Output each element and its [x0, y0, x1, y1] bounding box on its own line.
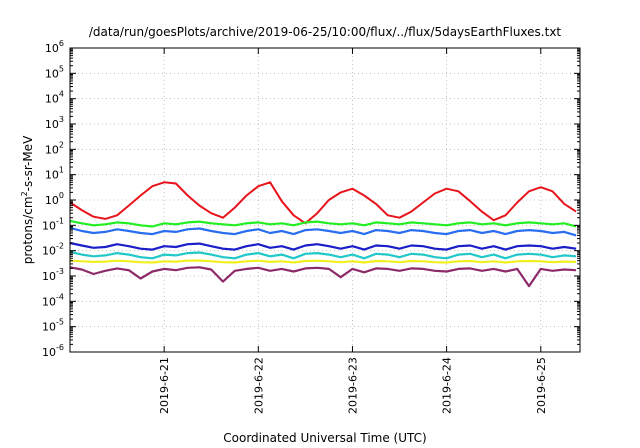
- x-tick-label: 2019-6-21: [158, 357, 171, 414]
- x-tick-label: 2019-6-24: [441, 357, 454, 414]
- y-axis-ticks: 10-6 10-5 10-4 10-3 10-2 10-1 100 101 102 103 104 1…: [42, 39, 580, 359]
- series-group: [69, 181, 577, 288]
- y-axis-label-rest: -s-sr-MeV: [21, 135, 35, 191]
- x-tick-label: 2019-6-25: [535, 357, 548, 414]
- y-tick-label: 10-1: [42, 216, 64, 232]
- y-tick-label: 10-4: [42, 292, 64, 308]
- y-tick-label: 10-2: [42, 242, 64, 258]
- y-tick-label: 106: [45, 39, 64, 55]
- series-line-7: [69, 266, 577, 288]
- grid: [70, 48, 580, 352]
- series-line-5: [69, 250, 577, 260]
- y-tick-label: 101: [45, 166, 64, 182]
- x-axis-ticks: 2019-6-21 2019-6-22 2019-6-23 2019-6-24 2019…: [158, 48, 548, 414]
- series-line-1: [69, 181, 577, 225]
- y-tick-label: 103: [45, 115, 64, 131]
- x-axis-label: Coordinated Universal Time (UTC): [223, 431, 426, 445]
- chart-title: /data/run/goesPlots/archive/2019-06-25/1…: [89, 25, 562, 39]
- series-line-4: [69, 241, 577, 251]
- y-tick-label: 104: [45, 90, 64, 106]
- y-tick-label: 102: [45, 140, 64, 156]
- y-tick-label: 10-3: [42, 267, 64, 283]
- series-line-6: [69, 259, 577, 264]
- y-axis-label: protons/cm2-s-sr-MeV: [20, 135, 35, 264]
- y-tick-label: 10-6: [42, 343, 64, 359]
- series-line-3: [69, 226, 577, 237]
- x-tick-label: 2019-6-22: [252, 357, 265, 414]
- y-tick-label: 100: [45, 191, 64, 207]
- series-line-2: [69, 219, 577, 228]
- y-axis-label-base: protons/cm: [21, 196, 35, 264]
- y-tick-label: 105: [45, 64, 64, 80]
- x-tick-label: 2019-6-23: [346, 357, 359, 414]
- y-tick-label: 10-5: [42, 318, 64, 334]
- y-axis-label-sup: 2: [20, 191, 29, 196]
